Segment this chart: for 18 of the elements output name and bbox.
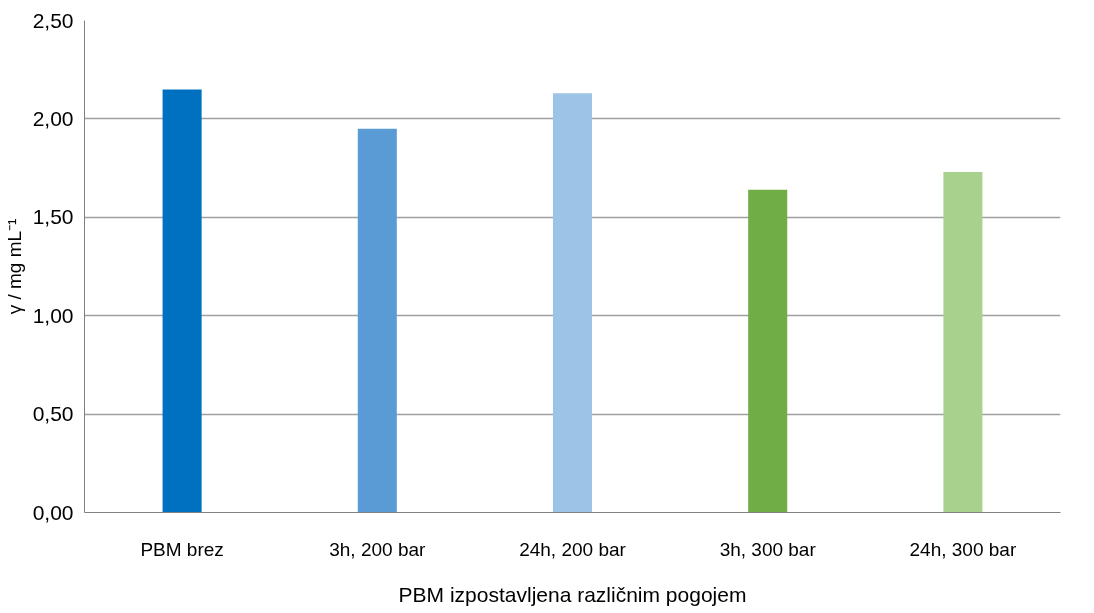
y-tick-label: 1,50 [32, 205, 74, 229]
x-tick-label: 3h, 200 bar [329, 538, 427, 560]
bar [162, 89, 202, 513]
x-axis-title: PBM izpostavljena različnim pogojem [398, 582, 747, 606]
y-tick-label: 2,50 [32, 8, 74, 32]
bar [552, 93, 593, 513]
bar [357, 128, 397, 513]
y-tick-label: 0,00 [32, 500, 74, 524]
bar [943, 172, 983, 513]
y-tick-label: 0,50 [32, 402, 74, 426]
x-tick-label: 24h, 200 bar [519, 538, 627, 560]
y-tick-label: 2,00 [32, 106, 74, 130]
x-tick-label: 24h, 300 bar [909, 538, 1017, 560]
x-tick-label: 3h, 300 bar [719, 538, 817, 560]
y-tick-label: 1,00 [32, 303, 74, 327]
bar [748, 189, 788, 513]
y-axis-title: γ / mg mL⁻¹ [3, 218, 25, 315]
x-tick-label: PBM brez [140, 538, 224, 560]
